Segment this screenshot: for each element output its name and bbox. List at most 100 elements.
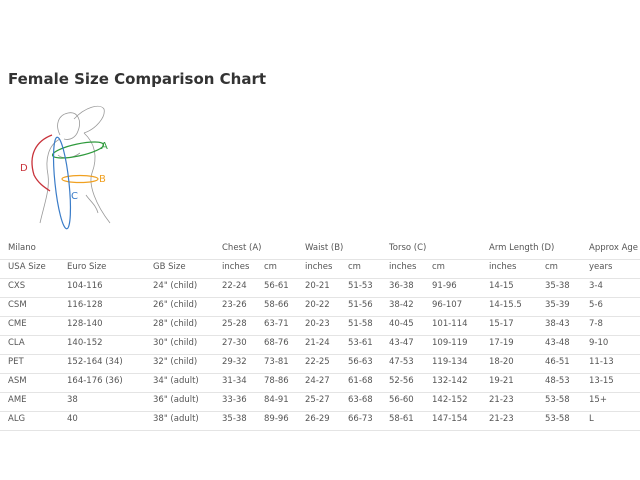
cell: L <box>589 414 594 424</box>
cell: 22-24 <box>222 281 247 291</box>
cell: 61-68 <box>348 376 373 386</box>
cell: 73-81 <box>264 357 289 367</box>
cell: 7-8 <box>589 319 603 329</box>
table-row: CSM 116-128 26" (child) 23-26 58-66 20-22 51-5… <box>0 297 640 317</box>
cell: 15+ <box>589 395 607 405</box>
cell: 17-19 <box>489 338 514 348</box>
cell: 36-38 <box>389 281 414 291</box>
cell: 132-142 <box>432 376 468 386</box>
cell: Torso (C) <box>389 243 427 253</box>
cell: 26" (child) <box>153 300 198 310</box>
cell: 31-34 <box>222 376 247 386</box>
cell: 43-48 <box>545 338 570 348</box>
cell: 24-27 <box>305 376 330 386</box>
cell: 116-128 <box>67 300 103 310</box>
cell: 51-56 <box>348 300 373 310</box>
cell: 47-53 <box>389 357 414 367</box>
cell: CME <box>8 319 27 329</box>
cell: AME <box>8 395 27 405</box>
cell: Chest (A) <box>222 243 262 253</box>
cell: 14-15.5 <box>489 300 522 310</box>
cell: 128-140 <box>67 319 103 329</box>
cell: 20-23 <box>305 319 330 329</box>
cell: 21-24 <box>305 338 330 348</box>
cell: Waist (B) <box>305 243 344 253</box>
cell: Arm Length (D) <box>489 243 555 253</box>
cell: 48-53 <box>545 376 570 386</box>
cell: 56-61 <box>264 281 289 291</box>
cell: 11-13 <box>589 357 614 367</box>
cell: 27-30 <box>222 338 247 348</box>
cell: 15-17 <box>489 319 514 329</box>
cell: years <box>589 262 613 272</box>
cell: CLA <box>8 338 25 348</box>
cell: 53-58 <box>545 414 570 424</box>
cell: 56-63 <box>348 357 373 367</box>
table-row: AME 38 36" (adult) 33-36 84-91 25-27 63-68 56-6… <box>0 392 640 412</box>
label-c: C <box>71 191 78 202</box>
cell: 140-152 <box>67 338 103 348</box>
cell: 9-10 <box>589 338 609 348</box>
table-row: CME 128-140 28" (child) 25-28 63-71 20-23 51-5… <box>0 316 640 336</box>
cell: 5-6 <box>589 300 603 310</box>
header-row: USA Size Euro Size GB Size inches cm inches cm… <box>0 259 640 279</box>
cell: 23-26 <box>222 300 247 310</box>
cell: 53-61 <box>348 338 373 348</box>
cell: 46-51 <box>545 357 570 367</box>
cell: inches <box>305 262 333 272</box>
cell: 25-28 <box>222 319 247 329</box>
cell: 63-71 <box>264 319 289 329</box>
cell: ASM <box>8 376 27 386</box>
cell: 40 <box>67 414 78 424</box>
cell: 38 <box>67 395 78 405</box>
cell: 147-154 <box>432 414 468 424</box>
cell: USA Size <box>8 262 46 272</box>
cell: inches <box>389 262 417 272</box>
cell: 3-4 <box>589 281 603 291</box>
cell: 68-76 <box>264 338 289 348</box>
cell: 84-91 <box>264 395 289 405</box>
cell: 43-47 <box>389 338 414 348</box>
cell: 18-20 <box>489 357 514 367</box>
cell: 53-58 <box>545 395 570 405</box>
cell: cm <box>348 262 361 272</box>
cell: cm <box>264 262 277 272</box>
cell: cm <box>432 262 445 272</box>
cell: 29-32 <box>222 357 247 367</box>
cell: 13-15 <box>589 376 614 386</box>
cell: GB Size <box>153 262 186 272</box>
cell: 109-119 <box>432 338 468 348</box>
cell: 142-152 <box>432 395 468 405</box>
cell: 21-23 <box>489 414 514 424</box>
cell: 38" (adult) <box>153 414 199 424</box>
cell: 14-15 <box>489 281 514 291</box>
cell: 78-86 <box>264 376 289 386</box>
table-row: CXS 104-116 24" (child) 22-24 56-61 20-21 51-5… <box>0 278 640 298</box>
cell: 35-38 <box>545 281 570 291</box>
cell: 34" (adult) <box>153 376 199 386</box>
cell: inches <box>222 262 250 272</box>
cell: 35-39 <box>545 300 570 310</box>
table-row: PET 152-164 (34) 32" (child) 29-32 73-81 22-2… <box>0 354 640 374</box>
cell: 32" (child) <box>153 357 198 367</box>
cell: 33-36 <box>222 395 247 405</box>
cell: 101-114 <box>432 319 468 329</box>
cell: 91-96 <box>432 281 457 291</box>
cell: PET <box>8 357 24 367</box>
table-row: ALG 40 38" (adult) 35-38 89-96 26-29 66-73 58-6… <box>0 411 640 431</box>
cell: 38-43 <box>545 319 570 329</box>
cell: 26-29 <box>305 414 330 424</box>
cell: 104-116 <box>67 281 103 291</box>
label-b: B <box>99 174 106 185</box>
measurement-figure: A B C D <box>20 105 111 230</box>
cell: 152-164 (34) <box>67 357 123 367</box>
table-row: CLA 140-152 30" (child) 27-30 68-76 21-24 53-6… <box>0 335 640 355</box>
label-d: D <box>20 163 28 174</box>
cell: 58-66 <box>264 300 289 310</box>
cell: 89-96 <box>264 414 289 424</box>
cell: Milano <box>8 243 36 253</box>
cell: inches <box>489 262 517 272</box>
cell: 52-56 <box>389 376 414 386</box>
cell: Approx Age <box>589 243 639 253</box>
